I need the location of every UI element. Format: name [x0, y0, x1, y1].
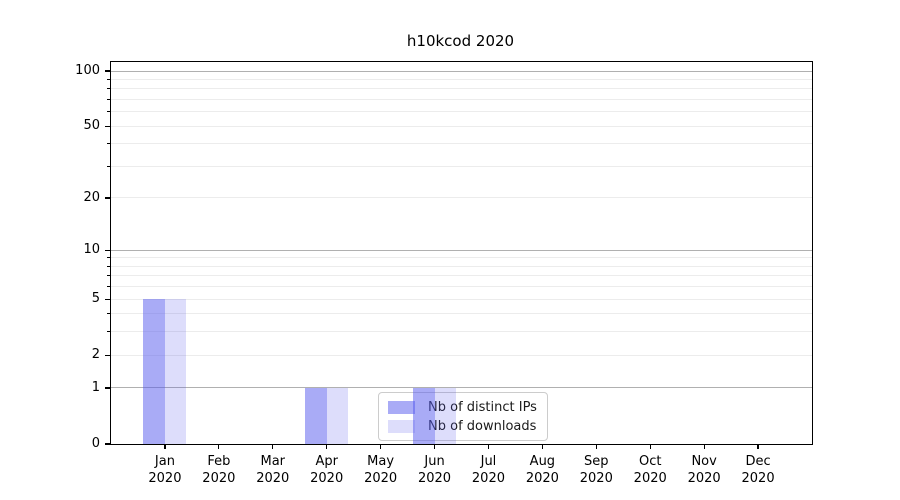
- minor-gridline: [111, 331, 812, 333]
- y-tick-label: 0: [91, 436, 100, 451]
- x-tick-label-jan: Jan 2020: [148, 454, 182, 486]
- y-tick-mark: [105, 70, 110, 72]
- x-tick-mark: [433, 444, 436, 449]
- legend: Nb of distinct IPs Nb of downloads: [378, 392, 548, 441]
- x-tick-mark: [649, 444, 651, 449]
- bar-nb-of-downloads-jan: [164, 299, 187, 444]
- minor-gridline: [111, 354, 812, 356]
- y-tick-label: 10: [83, 242, 100, 258]
- y-minor-tick-mark: [107, 275, 110, 277]
- x-tick-label-nov: Nov 2020: [687, 454, 721, 486]
- legend-swatch-icon: [388, 419, 415, 433]
- x-tick-mark: [379, 444, 382, 449]
- x-tick-mark: [703, 444, 705, 449]
- y-tick-mark: [105, 298, 110, 300]
- minor-gridline: [111, 78, 812, 80]
- minor-gridline: [111, 143, 812, 145]
- legend-label: Nb of downloads: [428, 418, 537, 434]
- legend-item-nb-of-downloads: Nb of downloads: [388, 418, 538, 434]
- chart-title: h10kcod 2020: [406, 32, 515, 50]
- y-minor-tick-mark: [107, 265, 110, 267]
- legend-item-nb-of-distinct-ips: Nb of distinct IPs: [388, 399, 538, 415]
- y-tick-mark: [105, 249, 110, 251]
- bar-nb-of-distinct-ips-jun: [413, 388, 435, 444]
- x-tick-label-feb: Feb 2020: [202, 454, 236, 486]
- x-tick-mark: [541, 444, 544, 449]
- minor-gridline: [111, 166, 812, 167]
- minor-gridline: [111, 197, 812, 199]
- y-tick-label: 2: [91, 347, 100, 363]
- minor-gridline: [111, 286, 812, 288]
- bar-nb-of-distinct-ips-apr: [305, 388, 327, 444]
- y-minor-tick-mark: [107, 78, 110, 80]
- x-tick-label-may: May 2020: [364, 454, 398, 486]
- x-tick-mark: [272, 444, 274, 449]
- y-tick-label: 1: [91, 379, 100, 395]
- minor-gridline: [111, 298, 812, 300]
- minor-gridline: [111, 99, 812, 101]
- minor-gridline: [111, 313, 812, 315]
- x-tick-label-sep: Sep 2020: [579, 454, 613, 486]
- x-tick-label-jul: Jul 2020: [471, 454, 505, 486]
- major-gridline: [111, 387, 812, 389]
- y-tick-label: 20: [83, 189, 100, 205]
- y-minor-tick-mark: [107, 331, 110, 333]
- bar-nb-of-distinct-ips-jan: [143, 299, 165, 444]
- y-tick-label: 5: [91, 291, 100, 307]
- y-minor-tick-mark: [107, 143, 110, 145]
- major-gridline: [111, 70, 812, 72]
- x-tick-label-dec: Dec 2020: [741, 454, 775, 486]
- y-minor-tick-mark: [107, 166, 110, 167]
- y-minor-tick-mark: [107, 257, 110, 259]
- minor-gridline: [111, 88, 812, 90]
- x-tick-mark: [757, 444, 759, 449]
- x-tick-mark: [218, 444, 220, 449]
- x-tick-mark: [595, 444, 597, 449]
- x-tick-mark: [487, 444, 490, 449]
- x-tick-label-apr: Apr 2020: [310, 454, 344, 486]
- plot-area: Nb of distinct IPs Nb of downloads 0 1 2 5 10…: [75, 61, 813, 486]
- x-tick-label-oct: Oct 2020: [633, 454, 667, 486]
- y-tick-mark: [105, 443, 110, 445]
- major-gridline: [111, 249, 812, 251]
- legend-label: Nb of distinct IPs: [428, 399, 537, 415]
- x-tick-mark: [164, 444, 166, 449]
- y-minor-tick-mark: [107, 286, 110, 288]
- y-tick-mark: [105, 387, 110, 389]
- x-tick-mark: [326, 444, 328, 449]
- minor-gridline: [111, 257, 812, 259]
- y-tick-mark: [105, 354, 110, 356]
- y-tick-label: 50: [83, 118, 100, 134]
- x-tick-label-jun: Jun 2020: [417, 454, 452, 486]
- y-tick-mark: [105, 125, 110, 127]
- bar-nb-of-downloads-apr: [326, 388, 349, 444]
- minor-gridline: [111, 125, 812, 127]
- y-minor-tick-mark: [107, 313, 110, 315]
- legend-swatch-icon: [388, 400, 415, 414]
- y-tick-mark: [105, 197, 110, 199]
- x-tick-label-aug: Aug 2020: [525, 454, 559, 486]
- bar-nb-of-downloads-jun: [434, 388, 457, 444]
- y-minor-tick-mark: [107, 88, 110, 90]
- y-minor-tick-mark: [107, 111, 110, 113]
- x-tick-label-mar: Mar 2020: [256, 454, 290, 486]
- y-minor-tick-mark: [107, 99, 110, 101]
- minor-gridline: [111, 265, 812, 267]
- minor-gridline: [111, 275, 812, 277]
- y-tick-label: 100: [75, 63, 100, 79]
- minor-gridline: [111, 111, 812, 113]
